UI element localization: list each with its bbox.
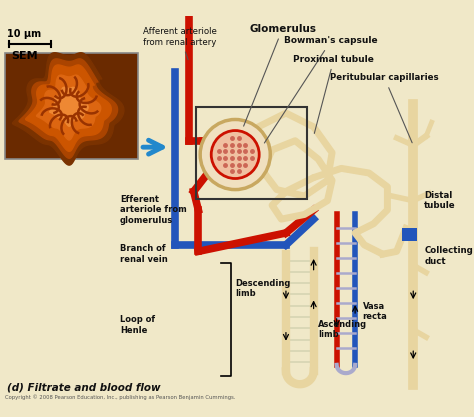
Text: Collecting
duct: Collecting duct [424, 246, 473, 266]
Text: Loop of
Henle: Loop of Henle [120, 316, 155, 335]
Text: (d) Filtrate and blood flow: (d) Filtrate and blood flow [8, 383, 161, 393]
Polygon shape [36, 75, 101, 140]
Text: Branch of
renal vein: Branch of renal vein [120, 244, 168, 264]
Text: Ascending
limb: Ascending limb [318, 320, 367, 339]
Polygon shape [19, 59, 118, 158]
Polygon shape [50, 87, 88, 126]
Text: SEM: SEM [11, 51, 38, 61]
Text: Vasa
recta: Vasa recta [363, 301, 387, 321]
Text: 10 μm: 10 μm [8, 29, 42, 39]
Polygon shape [13, 53, 124, 165]
Bar [5, 53, 138, 159]
Text: Distal
tubule: Distal tubule [424, 191, 456, 210]
Text: Proximal tubule: Proximal tubule [293, 55, 374, 133]
Circle shape [211, 131, 259, 178]
Bar [402, 229, 417, 241]
Text: Peritubular capillaries: Peritubular capillaries [330, 73, 439, 143]
Text: Afferent arteriole
from renal artery: Afferent arteriole from renal artery [143, 27, 217, 60]
Polygon shape [26, 65, 111, 151]
Text: Bowman's capsule: Bowman's capsule [264, 36, 378, 143]
Text: Efferent
arteriole from
glomerulus: Efferent arteriole from glomerulus [120, 195, 187, 225]
Text: Copyright © 2008 Pearson Education, Inc., publishing as Pearson Benjamin Cumming: Copyright © 2008 Pearson Education, Inc.… [5, 394, 235, 400]
Circle shape [200, 120, 270, 190]
Text: Glomerulus: Glomerulus [244, 23, 316, 126]
Bar [196, 107, 307, 199]
Text: Descending
limb: Descending limb [235, 279, 291, 298]
